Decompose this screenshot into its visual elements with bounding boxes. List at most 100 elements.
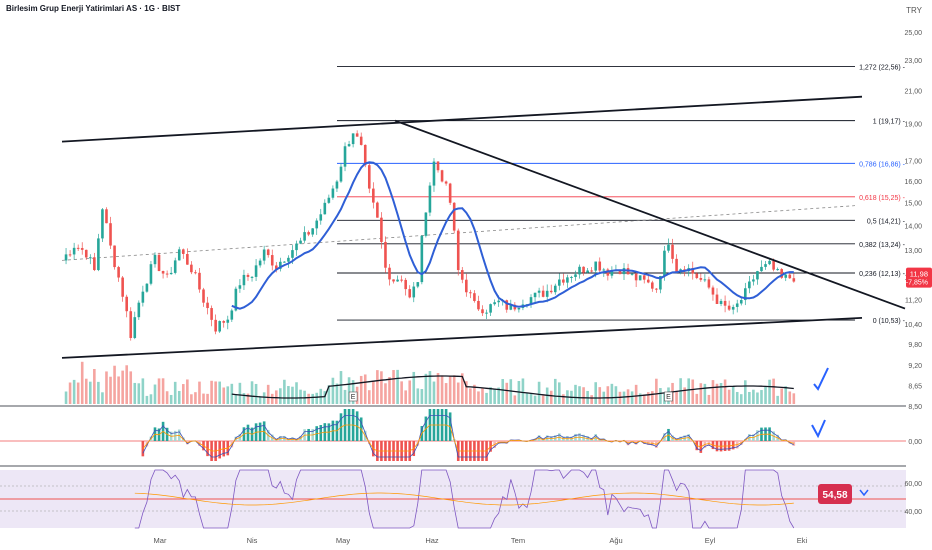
volume-bar — [246, 393, 250, 404]
volume-bar — [558, 382, 561, 404]
candle — [218, 321, 221, 332]
macd-line — [142, 415, 794, 458]
candle — [606, 269, 610, 276]
volume-bar — [68, 382, 72, 404]
volume-bar — [396, 369, 399, 404]
time-axis-label: Tem — [511, 536, 525, 545]
descending-resistance-line[interactable] — [394, 119, 906, 310]
candle — [493, 302, 496, 305]
volume-bar — [432, 381, 436, 404]
candle — [262, 249, 266, 261]
volume-bar — [723, 379, 727, 404]
candle — [642, 275, 646, 280]
volume-bar — [452, 375, 456, 404]
volume-bar — [477, 391, 480, 404]
volume-bar — [299, 389, 302, 404]
candle — [97, 238, 100, 271]
candle — [594, 261, 598, 271]
candle — [768, 260, 771, 265]
volume-bar — [97, 381, 100, 404]
candle — [311, 228, 314, 235]
candle — [202, 289, 205, 303]
volume-bar — [659, 388, 662, 404]
volume-bar — [270, 393, 274, 404]
chart-title: Birlesim Grup Enerji Yatirimlari AS · 1G… — [6, 4, 181, 13]
candle — [739, 300, 743, 304]
time-axis-label: Ağu — [609, 536, 622, 545]
candle — [76, 247, 80, 249]
volume-bar — [497, 387, 500, 404]
last-price-tag[interactable] — [906, 267, 932, 288]
upper-channel-line[interactable] — [61, 95, 863, 143]
candle — [149, 264, 153, 284]
candle — [307, 232, 310, 235]
volume-bar — [691, 379, 695, 404]
volume-bar — [181, 384, 185, 404]
volume-bar — [113, 365, 116, 404]
candle — [667, 244, 670, 251]
candle — [772, 260, 775, 270]
fib-level-label: 0,618 (15,25) - — [859, 195, 906, 202]
volume-bar — [331, 377, 335, 404]
candle — [452, 202, 456, 231]
candle — [711, 287, 715, 295]
signal-line — [142, 424, 794, 452]
volume-bar — [173, 381, 177, 404]
volume-bar — [529, 393, 533, 404]
check-annotation — [811, 419, 826, 439]
candle — [748, 281, 751, 289]
volume-bar — [121, 370, 124, 404]
candle — [303, 232, 306, 241]
volume-bar — [739, 394, 743, 404]
volume-bar — [448, 376, 452, 404]
candle — [558, 279, 561, 286]
candle — [299, 240, 302, 244]
rsi-tick-label: 40,00 — [904, 509, 922, 516]
candle — [788, 274, 792, 279]
candle — [517, 307, 521, 310]
candle — [731, 306, 735, 310]
volume-bar — [141, 378, 145, 404]
candle — [784, 274, 788, 278]
volume-bar — [764, 386, 767, 404]
candle — [242, 274, 246, 286]
candle — [80, 248, 84, 250]
volume-bar — [553, 378, 557, 404]
candle — [735, 303, 739, 307]
volume-bar — [105, 371, 108, 404]
earnings-marker-box[interactable] — [348, 391, 358, 402]
volume-bar — [655, 378, 658, 404]
rsi-value-badge[interactable] — [818, 484, 852, 504]
price-tick-label: 13,00 — [904, 248, 922, 255]
volume-bar — [594, 382, 598, 404]
candle — [408, 289, 412, 298]
volume-bar — [198, 381, 201, 404]
check-annotation — [813, 367, 829, 391]
volume-bar — [89, 381, 92, 404]
candle — [117, 267, 120, 278]
macd-zero-label: 0,00 — [908, 439, 922, 446]
candle — [89, 257, 92, 259]
candle — [206, 302, 209, 309]
time-axis-label: Eyl — [705, 536, 716, 545]
candle — [396, 279, 399, 282]
volume-bar — [109, 376, 112, 404]
candle — [315, 220, 319, 229]
volume-bar — [780, 388, 783, 404]
candle — [93, 257, 96, 271]
earnings-marker-box[interactable] — [664, 391, 673, 402]
candle — [481, 309, 484, 314]
volume-bar — [400, 381, 403, 404]
volume-bar — [392, 370, 395, 404]
price-tick-label: 19,00 — [904, 122, 922, 129]
candle — [137, 302, 141, 318]
candle — [68, 254, 72, 256]
time-axis-label: Mar — [154, 536, 167, 545]
volume-bar — [784, 386, 788, 404]
candle — [226, 319, 230, 323]
volume-bar — [226, 386, 230, 404]
candle — [707, 279, 711, 288]
lower-channel-line[interactable] — [61, 316, 863, 359]
candle — [695, 273, 699, 279]
